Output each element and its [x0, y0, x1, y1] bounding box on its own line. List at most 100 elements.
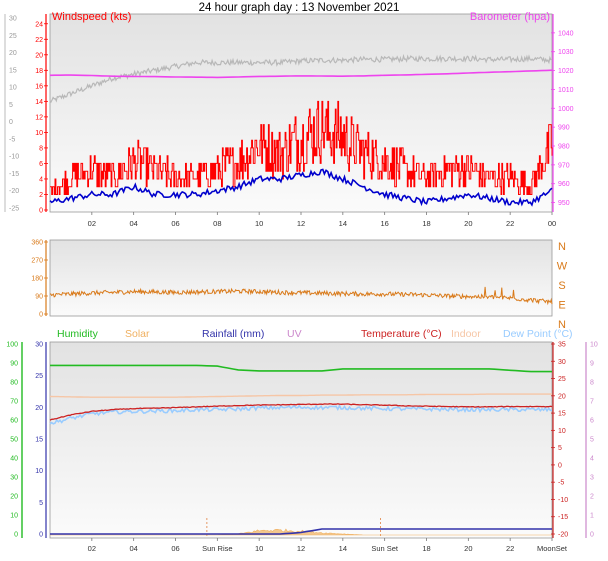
barometer-tick-label: 1030	[558, 49, 574, 56]
direction-tick-label: 360	[31, 240, 43, 247]
barometer-tick-label: 960	[558, 181, 570, 188]
humidity-tick-label: 40	[10, 456, 18, 463]
x-tick-bottom-label: MoonSet	[537, 544, 568, 553]
dewpoint-line	[49, 403, 553, 425]
panel-wind-direction	[49, 239, 553, 317]
chart-title: 24 hour graph day : 13 November 2021	[199, 2, 400, 14]
barometer-tick-label: 1020	[558, 68, 574, 75]
windspeed-tick-label: 20	[35, 52, 43, 59]
temperature-tick-label: -15	[558, 514, 568, 521]
far-left-tick-label: -15	[9, 171, 19, 178]
temperature-line	[49, 403, 553, 421]
windspeed-legend: Windspeed (kts)	[52, 11, 131, 23]
uv-tick-label: 1	[590, 513, 594, 520]
humidity-tick-label: 0	[14, 532, 18, 539]
x-tick-bottom-label: 20	[464, 544, 472, 553]
legend-2: Rainfall (mm)	[202, 328, 264, 340]
direction-tick-label: 90	[35, 294, 43, 301]
windspeed-tick-label: 10	[35, 130, 43, 137]
direction-tick-label: 0	[39, 312, 43, 319]
temperature-tick-label: -20	[558, 532, 568, 539]
uv-tick-label: 4	[590, 456, 594, 463]
x-tick-label: 04	[129, 219, 137, 228]
temperature-tick-label: 30	[558, 359, 566, 366]
far-left-tick-label: 0	[9, 119, 13, 126]
windspeed-tick-label: 14	[35, 99, 43, 106]
uv-tick-label: 8	[590, 380, 594, 387]
windspeed-line	[50, 100, 553, 195]
humidity-tick-label: 30	[10, 475, 18, 482]
rainfall-tick-label: 30	[35, 342, 43, 349]
windspeed-tick-label: 0	[39, 208, 43, 215]
legend-3: UV	[287, 328, 302, 340]
humidity-tick-label: 50	[10, 437, 18, 444]
temperature-tick-label: 35	[558, 342, 566, 349]
x-tick-bottom-label: Sun Set	[371, 544, 399, 553]
rainfall-tick-label: 5	[39, 500, 43, 507]
legend-6: Dew Point (°C)	[503, 328, 573, 340]
humidity-tick-label: 80	[10, 380, 18, 387]
x-tick-label: 02	[88, 219, 96, 228]
uv-tick-label: 3	[590, 475, 594, 482]
temperature-tick-label: 15	[558, 411, 566, 418]
barometer-tick-label: 1040	[558, 30, 574, 37]
uv-tick-label: 0	[590, 532, 594, 539]
x-tick-label: 18	[422, 219, 430, 228]
uv-tick-label: 7	[590, 399, 594, 406]
rainfall-line	[50, 528, 552, 535]
x-tick-label: 00	[548, 219, 556, 228]
x-tick-label: 20	[464, 219, 472, 228]
windspeed-tick-label: 4	[39, 176, 43, 183]
far-left-tick-label: 15	[9, 67, 17, 74]
uv-tick-label: 9	[590, 361, 594, 368]
far-left-tick-label: 5	[9, 102, 13, 109]
rainfall-tick-label: 20	[35, 405, 43, 412]
barometer-tick-label: 970	[558, 162, 570, 169]
legend-1: Solar	[125, 328, 150, 340]
barometer-tick-label: 980	[558, 144, 570, 151]
uv-tick-label: 10	[590, 342, 598, 349]
humidity-tick-label: 20	[10, 494, 18, 501]
direction-line	[49, 286, 553, 306]
humidity-line	[50, 364, 552, 373]
panel-temp-humidity	[49, 341, 553, 539]
x-tick-label: 06	[171, 219, 179, 228]
panel-wind-barometer	[49, 13, 553, 213]
far-left-tick-label: 20	[9, 50, 17, 57]
x-tick-label: 16	[380, 219, 388, 228]
x-tick-label: 08	[213, 219, 221, 228]
barometer-tick-label: 990	[558, 125, 570, 132]
indoor-line	[50, 393, 552, 398]
compass-label: S	[558, 280, 565, 292]
direction-tick-label: 270	[31, 258, 43, 265]
uv-tick-label: 5	[590, 437, 594, 444]
far-left-tick-label: 30	[9, 16, 17, 23]
humidity-tick-label: 100	[6, 342, 18, 349]
windspeed-tick-label: 2	[39, 192, 43, 199]
temperature-tick-label: 0	[558, 462, 562, 469]
direction-tick-label: 180	[31, 276, 43, 283]
windspeed-tick-label: 12	[35, 114, 43, 121]
far-left-tick-label: -10	[9, 154, 19, 161]
windspeed-tick-label: 8	[39, 145, 43, 152]
x-tick-bottom-label: 22	[506, 544, 514, 553]
temperature-tick-label: 20	[558, 393, 566, 400]
avg-wind-line	[49, 168, 553, 207]
temperature-tick-label: 10	[558, 428, 566, 435]
humidity-tick-label: 90	[10, 361, 18, 368]
x-tick-bottom-label: 18	[422, 544, 430, 553]
x-tick-label: 12	[297, 219, 305, 228]
rainfall-tick-label: 25	[35, 373, 43, 380]
compass-label: E	[558, 300, 565, 312]
barometer-tick-label: 950	[558, 200, 570, 207]
legend-4: Temperature (°C)	[361, 328, 442, 340]
x-tick-bottom-label: 14	[339, 544, 347, 553]
compass-label: N	[558, 319, 566, 331]
x-tick-label: 22	[506, 219, 514, 228]
x-tick-bottom-label: 12	[297, 544, 305, 553]
barometer-legend: Barometer (hpa)	[470, 11, 550, 23]
far-left-tick-label: 10	[9, 85, 17, 92]
far-left-tick-label: -5	[9, 136, 15, 143]
